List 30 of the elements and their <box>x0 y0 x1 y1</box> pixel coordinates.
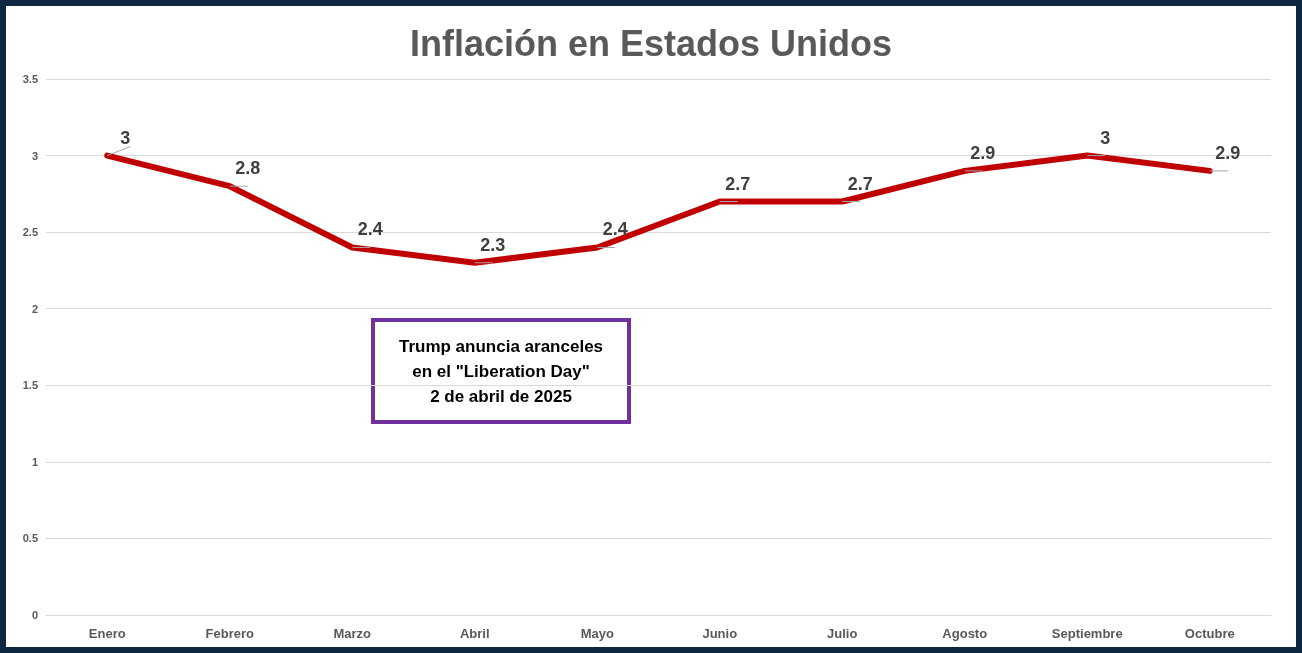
data-label: 2.9 <box>1215 142 1241 163</box>
y-tick-label: 0.5 <box>22 532 38 545</box>
x-tick-label: Junio <box>702 626 738 641</box>
y-tick-label: 2 <box>31 302 38 315</box>
data-label: 2.3 <box>480 234 506 255</box>
data-label: 2.9 <box>970 142 996 163</box>
annotation: Trump anuncia aranceles en el "Liberation Day" 2 de abril de 2025 <box>398 336 604 406</box>
y-tick-label: 1.5 <box>22 379 38 392</box>
x-tick-label: Febrero <box>205 626 255 641</box>
data-label: 3 <box>120 127 131 148</box>
x-tick-label: Mayo <box>580 626 614 641</box>
x-tick-label: Julio <box>827 626 858 641</box>
y-tick-label: 0 <box>31 609 38 621</box>
x-tick-label: Abril <box>459 626 490 641</box>
data-label: 2.7 <box>725 173 751 194</box>
x-tick-label: Septiembre <box>1051 626 1123 641</box>
chart-title: Inflación en Estados Unidos <box>409 22 893 64</box>
data-label: 3 <box>1100 127 1111 148</box>
data-label: 2.4 <box>357 219 383 240</box>
data-label: 2.7 <box>847 173 873 194</box>
data-label: 2.8 <box>235 158 261 179</box>
x-tick-label: Marzo <box>333 626 372 641</box>
y-tick-label: 3.5 <box>22 73 38 85</box>
y-tick-label: 3 <box>31 149 38 162</box>
data-label: 2.4 <box>602 219 628 240</box>
x-tick-label: Octubre <box>1184 626 1235 641</box>
x-tick-label: Agosto <box>942 626 988 641</box>
y-tick-label: 1 <box>31 455 38 468</box>
x-tick-label: Enero <box>88 626 126 641</box>
y-tick-label: 2.5 <box>22 226 38 239</box>
